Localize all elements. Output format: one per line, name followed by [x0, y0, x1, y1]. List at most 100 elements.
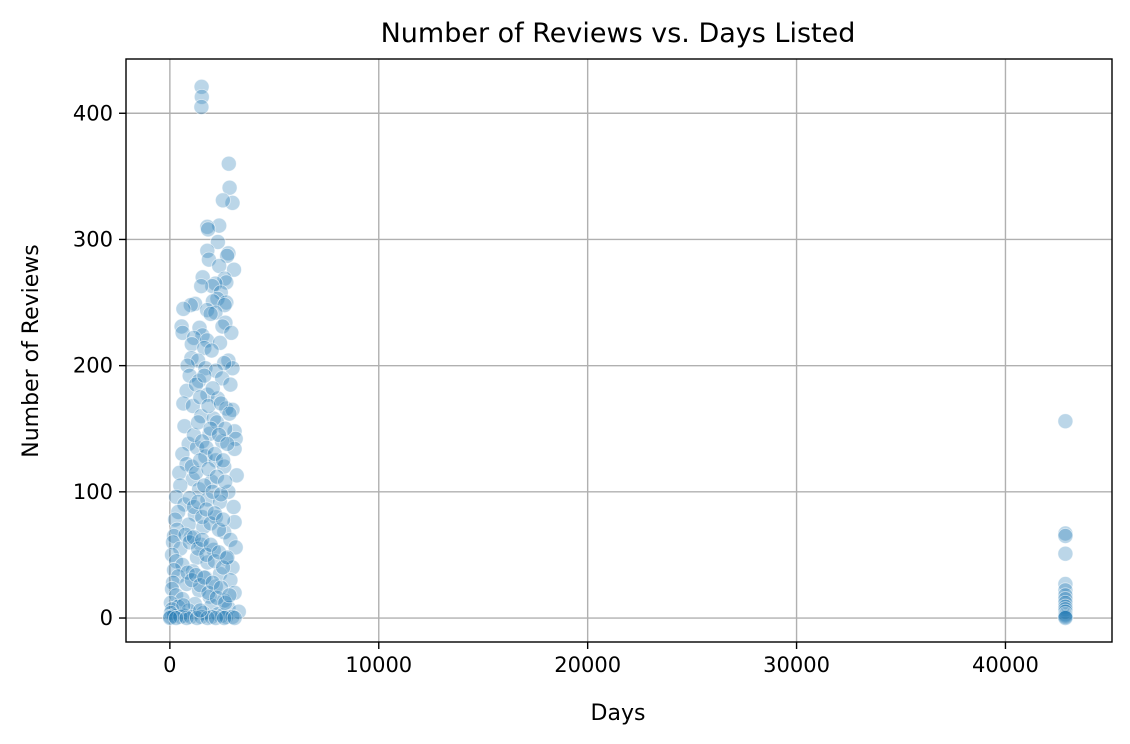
scatter-point	[171, 464, 188, 481]
scatter-point	[185, 427, 202, 443]
scatter-point	[214, 318, 231, 335]
scatter-point	[193, 278, 210, 295]
scatter-point	[195, 519, 212, 536]
scatter-point	[186, 596, 203, 612]
scatter-point	[215, 452, 232, 469]
scatter-point	[189, 439, 205, 456]
scatter-point	[221, 405, 238, 422]
scatter-point	[198, 439, 215, 456]
scatter-point	[217, 595, 234, 611]
scatter-point	[194, 327, 211, 344]
scatter-point	[181, 534, 198, 551]
scatter-point	[196, 367, 213, 384]
data-points	[162, 78, 1074, 626]
scatter-point	[225, 499, 242, 515]
scatter-point	[1057, 413, 1074, 430]
scatter-point	[1057, 610, 1074, 626]
scatter-point	[227, 430, 244, 447]
scatter-point	[183, 572, 200, 589]
scatter-point	[1057, 545, 1074, 562]
scatter-point	[188, 464, 204, 481]
scatter-point	[175, 395, 192, 412]
scatter-point	[206, 553, 223, 570]
scatter-point	[194, 509, 211, 525]
scatter-point	[185, 329, 202, 346]
scatter-point	[207, 610, 224, 626]
y-tick-label: 0	[100, 606, 113, 630]
scatter-point	[204, 574, 221, 591]
scatter-point	[198, 547, 215, 563]
y-axis-ticks: 0 100 200 300 400	[73, 101, 126, 630]
plot-frame	[125, 58, 1113, 643]
scatter-point	[206, 505, 223, 522]
scatter-point	[221, 179, 238, 196]
scatter-point	[200, 251, 217, 268]
scatter-point	[224, 360, 241, 377]
scatter-point	[179, 357, 196, 374]
scatter-point	[192, 452, 209, 469]
scatter-point	[223, 324, 240, 341]
scatter-point	[218, 294, 235, 311]
y-tick-label: 100	[73, 480, 113, 504]
scatter-point	[220, 245, 237, 262]
scatter-point	[203, 342, 220, 359]
scatter-point	[208, 589, 225, 606]
x-tick-label: 10000	[345, 653, 412, 677]
scatter-point	[165, 574, 181, 591]
scatter-point	[222, 376, 239, 393]
scatter-point	[215, 559, 232, 576]
scatter-point	[226, 610, 243, 626]
scatter-point	[213, 486, 229, 503]
scatter-point	[166, 528, 182, 544]
y-tick-label: 400	[73, 101, 113, 125]
scatter-point	[214, 370, 231, 387]
scatter-point	[202, 420, 219, 437]
scatter-point	[173, 318, 190, 335]
scatter-point	[183, 336, 200, 353]
scatter-point	[214, 192, 231, 209]
scatter-point	[219, 435, 236, 452]
scatter-point	[190, 540, 207, 557]
scatter-point	[211, 427, 227, 443]
x-tick-label: 40000	[972, 653, 1039, 677]
scatter-point	[206, 446, 223, 462]
scatter-point	[204, 380, 221, 397]
scatter-point	[215, 511, 232, 528]
x-tick-label: 20000	[554, 653, 621, 677]
scatter-point	[222, 531, 239, 548]
scatter-point	[202, 515, 219, 532]
scatter-point	[196, 569, 213, 586]
scatter-point	[174, 446, 191, 462]
y-tick-label: 200	[73, 354, 113, 378]
scatter-point	[1057, 528, 1074, 544]
scatter-point	[196, 477, 213, 494]
scatter-point	[192, 389, 209, 406]
scatter-point	[217, 473, 234, 490]
scatter-point	[211, 544, 227, 561]
scatter-point	[224, 559, 241, 576]
scatter-point	[194, 531, 211, 548]
scatter-point	[208, 468, 225, 485]
y-axis-label: Number of Reviews	[19, 244, 44, 458]
scatter-point	[175, 300, 192, 317]
x-tick-label: 0	[163, 653, 176, 677]
scatter-point	[208, 414, 225, 431]
scatter-point	[219, 549, 236, 566]
scatter-point	[180, 435, 197, 452]
scatter-point	[193, 99, 210, 115]
scatter-point	[200, 398, 217, 414]
x-axis-ticks: 0 10000 20000 30000 40000	[163, 642, 1039, 677]
scatter-point	[220, 155, 237, 172]
scatter-point	[220, 352, 237, 369]
scatter-point	[172, 540, 189, 557]
chart-title: Number of Reviews vs. Days Listed	[381, 18, 856, 49]
x-tick-label: 30000	[763, 653, 830, 677]
y-tick-label: 300	[73, 227, 113, 251]
scatter-point	[188, 376, 204, 393]
scatter-point	[224, 194, 241, 211]
scatter-point	[1057, 582, 1074, 599]
scatter-point	[181, 490, 198, 507]
scatter-point	[192, 602, 209, 619]
